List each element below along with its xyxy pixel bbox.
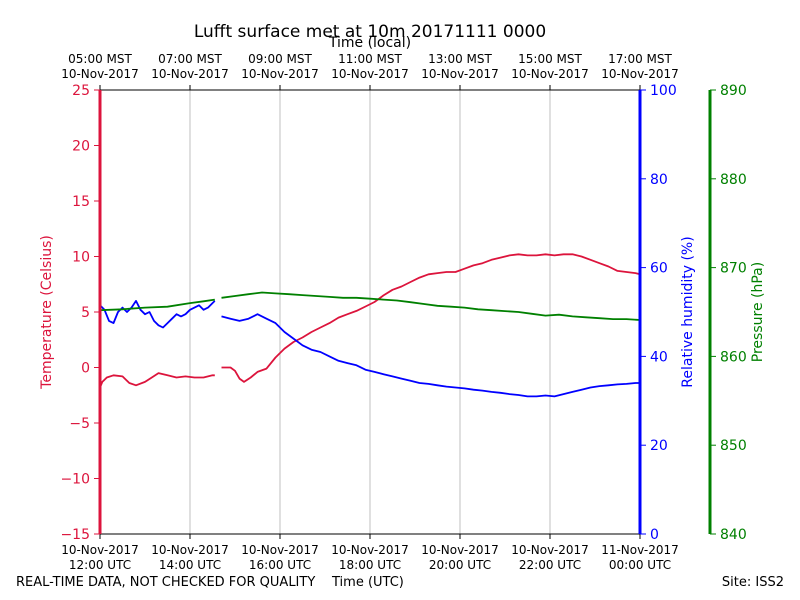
- y-tick-label-2: −5: [69, 416, 90, 432]
- x2-axis-label: Time (local): [328, 35, 411, 51]
- x-axis-label: Time (UTC): [332, 575, 404, 590]
- y2-tick-label-5: 100: [650, 83, 677, 99]
- series-relative-humidity-line-0: [99, 299, 216, 329]
- y3-tick-label-3: 870: [720, 261, 747, 277]
- y-tick-label-6: 15: [72, 194, 90, 210]
- quality-disclaimer: REAL-TIME DATA, NOT CHECKED FOR QUALITY: [16, 575, 316, 590]
- x2-tick-label-date-4: 10-Nov-2017: [421, 67, 499, 81]
- x2-tick-label-time-4: 13:00 MST: [428, 52, 492, 66]
- x-tick-label-date-4: 10-Nov-2017: [421, 543, 499, 557]
- y3-tick-label-2: 860: [720, 349, 747, 365]
- x-tick-label-date-2: 10-Nov-2017: [241, 543, 319, 557]
- series-temperature-line-1: [221, 253, 641, 383]
- y2-tick-label-2: 40: [650, 349, 668, 365]
- series-relative-humidity-line-1: [221, 313, 640, 398]
- x-tick-label-date-1: 10-Nov-2017: [151, 543, 229, 557]
- x-tick-label-time-4: 20:00 UTC: [429, 558, 491, 572]
- y2-tick-label-4: 80: [650, 172, 668, 188]
- y-tick-label-8: 25: [72, 83, 90, 99]
- x2-tick-label-time-2: 09:00 MST: [248, 52, 312, 66]
- y-axis-label: Temperature (Celsius): [39, 235, 55, 390]
- y2-tick-label-3: 60: [650, 261, 668, 277]
- x2-tick-label-time-0: 05:00 MST: [68, 52, 132, 66]
- y3-tick-label-5: 890: [720, 83, 747, 99]
- x2-tick-label-time-6: 17:00 MST: [608, 52, 672, 66]
- y2-axis-label: Relative humidity (%): [680, 236, 696, 387]
- series-pressure-line-1: [221, 291, 641, 321]
- x2-tick-label-time-3: 11:00 MST: [338, 52, 402, 66]
- x-tick-label-time-0: 12:00 UTC: [69, 558, 131, 572]
- x2-tick-label-date-3: 10-Nov-2017: [331, 67, 409, 81]
- series-pressure-line-0: [99, 298, 215, 312]
- x2-tick-label-date-6: 10-Nov-2017: [601, 67, 679, 81]
- x-tick-label-time-6: 00:00 UTC: [609, 558, 671, 572]
- chart-title: Lufft surface met at 10m 20171111 0000: [194, 22, 546, 42]
- x2-tick-label-time-1: 07:00 MST: [158, 52, 222, 66]
- y3-axis-label: Pressure (hPa): [750, 262, 766, 362]
- y-tick-label-3: 0: [81, 361, 90, 377]
- x-tick-label-time-2: 16:00 UTC: [249, 558, 311, 572]
- x2-tick-label-date-0: 10-Nov-2017: [61, 67, 139, 81]
- y2-tick-label-1: 20: [650, 438, 668, 454]
- y-tick-label-1: −10: [60, 472, 90, 488]
- x2-tick-label-date-5: 10-Nov-2017: [511, 67, 589, 81]
- x-tick-label-time-1: 14:00 UTC: [159, 558, 221, 572]
- y3-tick-label-0: 840: [720, 527, 747, 543]
- x2-tick-label-date-2: 10-Nov-2017: [241, 67, 319, 81]
- y-tick-label-5: 10: [72, 250, 90, 266]
- y2-tick-label-0: 0: [650, 527, 659, 543]
- site-label: Site: ISS2: [721, 575, 784, 590]
- x-tick-label-time-5: 22:00 UTC: [519, 558, 581, 572]
- y3-tick-label-1: 850: [720, 438, 747, 454]
- series-layer: [99, 253, 641, 398]
- y-tick-label-4: 5: [81, 305, 90, 321]
- x-tick-label-date-3: 10-Nov-2017: [331, 543, 409, 557]
- axes-layer: [94, 85, 716, 539]
- x2-tick-label-date-1: 10-Nov-2017: [151, 67, 229, 81]
- x2-tick-label-time-5: 15:00 MST: [518, 52, 582, 66]
- y-tick-label-7: 20: [72, 139, 90, 155]
- vertical-grid: [189, 90, 551, 534]
- x-tick-label-date-0: 10-Nov-2017: [61, 543, 139, 557]
- x-tick-label-date-6: 11-Nov-2017: [601, 543, 679, 557]
- series-temperature-line-0: [99, 372, 215, 388]
- y3-tick-label-4: 880: [720, 172, 747, 188]
- x-tick-label-time-3: 18:00 UTC: [339, 558, 401, 572]
- y-tick-label-0: −15: [60, 527, 90, 543]
- x-tick-label-date-5: 10-Nov-2017: [511, 543, 589, 557]
